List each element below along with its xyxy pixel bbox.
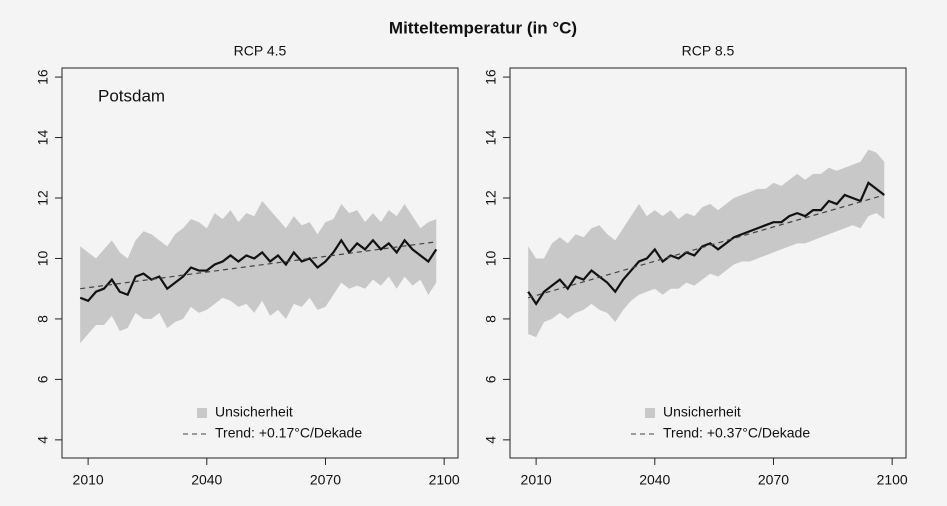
- y-tick-label: 4: [483, 436, 499, 444]
- annotation: Potsdam: [98, 86, 165, 105]
- trend-line: [528, 194, 885, 299]
- y-tick-label: 6: [35, 375, 51, 383]
- x-tick-label: 2100: [877, 472, 908, 488]
- y-tick-label: 6: [483, 375, 499, 383]
- legend-label: Unsicherheit: [663, 404, 741, 420]
- y-tick-label: 16: [35, 69, 51, 85]
- y-tick-label: 12: [35, 190, 51, 206]
- y-tick-label: 4: [35, 436, 51, 444]
- plot-frame: [509, 67, 907, 459]
- y-tick-label: 16: [483, 69, 499, 85]
- x-tick-label: 2070: [310, 472, 341, 488]
- x-tick-label: 2010: [73, 472, 104, 488]
- legend-label: Trend: +0.17°C/Dekade: [215, 425, 362, 441]
- legend-label: Unsicherheit: [215, 404, 293, 420]
- y-tick-label: 8: [483, 315, 499, 323]
- y-tick-label: 10: [35, 250, 51, 266]
- x-tick-label: 2100: [429, 472, 460, 488]
- legend-swatch: [197, 408, 207, 418]
- chart-title: Mitteltemperatur (in °C): [389, 18, 577, 37]
- mean-line: [79, 238, 438, 303]
- panel-subtitle: RCP 8.5: [682, 43, 735, 59]
- mean-line: [527, 181, 885, 306]
- x-tick-label: 2040: [639, 472, 670, 488]
- x-tick-label: 2040: [191, 472, 222, 488]
- y-tick-label: 14: [35, 130, 51, 146]
- legend-label: Trend: +0.37°C/Dekade: [663, 425, 810, 441]
- y-tick-label: 12: [483, 190, 499, 206]
- y-tick-label: 14: [483, 130, 499, 146]
- x-tick-label: 2010: [521, 472, 552, 488]
- plot-frame: [61, 67, 459, 459]
- uncertainty-band: [80, 201, 437, 344]
- y-tick-label: 10: [483, 250, 499, 266]
- panel-subtitle: RCP 4.5: [234, 43, 287, 59]
- trend-line: [80, 241, 437, 290]
- x-tick-label: 2070: [758, 472, 789, 488]
- y-tick-label: 8: [35, 315, 51, 323]
- legend-swatch: [645, 408, 655, 418]
- uncertainty-band: [528, 149, 885, 338]
